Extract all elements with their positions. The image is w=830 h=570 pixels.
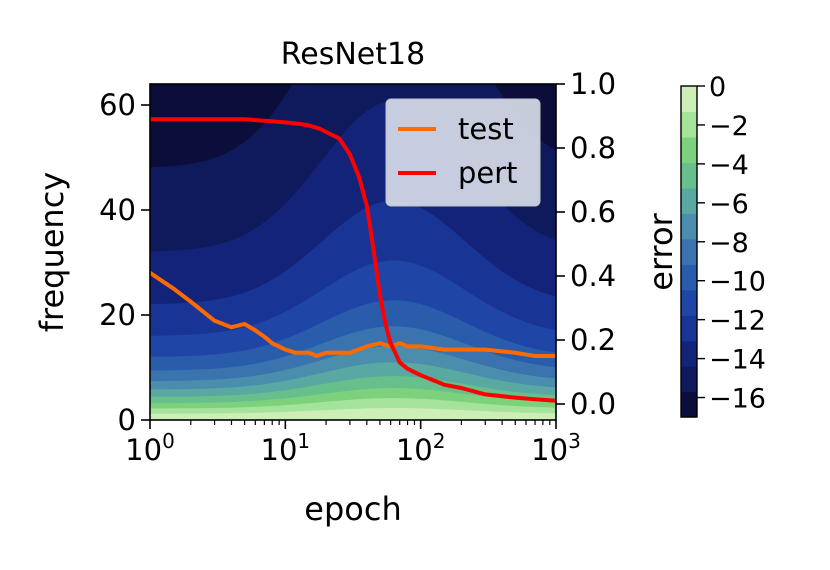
x-axis-label: epoch [304, 490, 401, 528]
colorbar-segment [681, 238, 697, 265]
colorbar-segment [681, 366, 697, 393]
legend-label-pert: pert [458, 156, 518, 190]
x-tick-exponent: 1 [297, 429, 310, 453]
x-tick-base: 10 [396, 433, 433, 467]
left-tick-label: 20 [99, 298, 136, 332]
chart-title: ResNet18 [281, 37, 425, 72]
x-tick-label: 100 [125, 429, 175, 467]
colorbar: 0 −2 −4 −6 −8 −10 −12 −14 −16 [680, 72, 766, 418]
colorbar-segment [681, 340, 697, 367]
x-tick-label: 102 [396, 429, 446, 467]
colorbar-tick-label: −14 [709, 345, 766, 376]
colorbar-tick-label: 0 [709, 72, 726, 103]
colorbar-segment [681, 315, 697, 342]
x-tick-exponent: 2 [433, 429, 446, 453]
colorbar-label: error [642, 212, 680, 290]
colorbar-tick-label: −6 [709, 189, 749, 220]
x-tick-label: 103 [531, 429, 581, 467]
colorbar-frame [680, 85, 698, 418]
colorbar-segment [681, 86, 697, 113]
colorbar-tick-label: −16 [709, 384, 766, 415]
x-tick-base: 10 [261, 433, 298, 467]
left-axis-ticks: 0 20 40 60 [99, 88, 150, 437]
right-tick-label: 0.6 [570, 195, 616, 229]
heatmap-band [150, 408, 556, 420]
legend: test pert [385, 98, 541, 207]
colorbar-segment [681, 136, 697, 163]
legend-box [385, 98, 541, 207]
x-axis-ticks: 100 101 102 103 [125, 420, 581, 467]
x-tick-label: 101 [261, 429, 311, 467]
colorbar-tick-label: −10 [709, 267, 766, 298]
left-tick-label: 40 [99, 193, 136, 227]
right-axis-ticks: 0.0 0.2 0.4 0.6 0.8 1.0 [556, 67, 616, 421]
colorbar-segment [681, 111, 697, 138]
colorbar-tick-label: −8 [709, 228, 749, 259]
series-lines [150, 117, 556, 403]
colorbar-segment [681, 264, 697, 291]
right-tick-label: 0.8 [570, 131, 616, 165]
right-tick-label: 1.0 [570, 67, 616, 101]
x-tick-exponent: 3 [568, 429, 581, 453]
series-line-pert [150, 117, 556, 403]
x-tick-exponent: 0 [162, 429, 175, 453]
colorbar-segment [681, 187, 697, 214]
colorbar-segment [681, 213, 697, 240]
x-tick-base: 10 [531, 433, 568, 467]
plot-frame [149, 83, 557, 421]
colorbar-tick-label: −2 [709, 111, 749, 142]
series-line-test [150, 271, 556, 358]
right-tick-label: 0.4 [570, 259, 616, 293]
colorbar-tick-label: −12 [709, 306, 766, 337]
y-axis-label-left: frequency [33, 172, 71, 333]
right-tick-label: 0.2 [570, 323, 616, 357]
left-tick-label: 60 [99, 88, 136, 122]
x-tick-base: 10 [125, 433, 162, 467]
colorbar-segment [681, 391, 697, 418]
colorbar-segment [681, 289, 697, 316]
colorbar-segment [681, 162, 697, 189]
colorbar-tick-label: −4 [709, 150, 749, 181]
left-tick-label: 0 [118, 403, 136, 437]
right-tick-label: 0.0 [570, 387, 616, 421]
legend-label-test: test [458, 112, 514, 146]
